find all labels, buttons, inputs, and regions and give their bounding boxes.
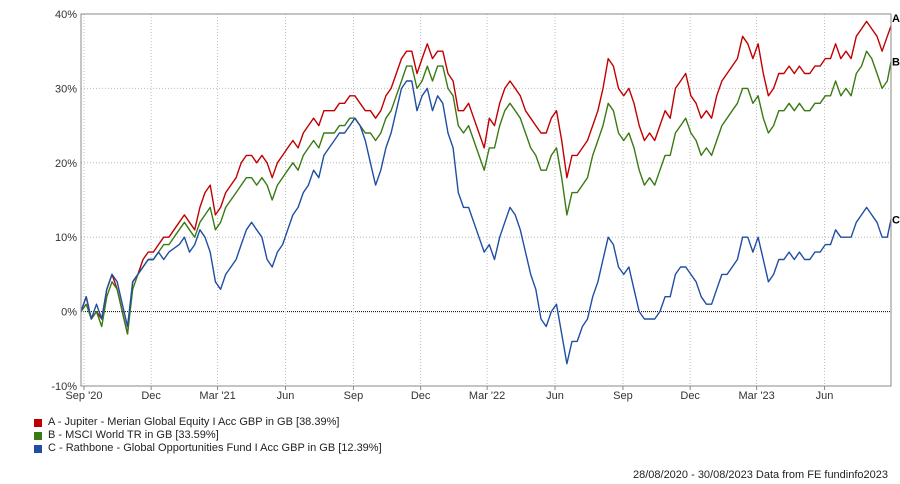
legend-entry-b: B - MSCI World TR in GB [33.59%] — [34, 429, 382, 442]
legend-entry-c: C - Rathbone - Global Opportunities Fund… — [34, 442, 382, 455]
x-axis: Sep '20 Dec Mar '21 Jun Sep Dec Mar '22 Jun Sep D… — [65, 386, 833, 402]
y-axis: -10% 0% 10% 20% 30% 40% — [51, 9, 77, 393]
x-tick-label: Mar '21 — [199, 390, 235, 402]
series-line-b — [80, 50, 892, 335]
series-end-label-c: C — [892, 214, 900, 226]
series-end-label-b: B — [892, 57, 900, 69]
plot-frame — [80, 13, 892, 387]
series-line-c — [80, 80, 892, 365]
end-labels: A B C — [892, 13, 900, 226]
x-tick-label: Dec — [680, 390, 700, 402]
y-tick-label: 10% — [55, 232, 77, 244]
x-tick-label: Mar '23 — [738, 390, 774, 402]
x-tick-label: Sep — [613, 390, 633, 402]
x-tick-label: Mar '22 — [469, 390, 505, 402]
x-tick-label: Jun — [546, 390, 564, 402]
y-tick-label: 40% — [55, 9, 77, 21]
x-tick-label: Jun — [816, 390, 834, 402]
legend-label: A - Jupiter - Merian Global Equity I Acc… — [48, 416, 340, 428]
legend-entry-a: A - Jupiter - Merian Global Equity I Acc… — [34, 416, 382, 429]
legend-label: C - Rathbone - Global Opportunities Fund… — [48, 442, 382, 454]
y-tick-label: 20% — [55, 158, 77, 170]
series-line-a — [80, 20, 892, 335]
legend-swatch — [34, 431, 42, 440]
legend-label: B - MSCI World TR in GB [33.59%] — [48, 429, 219, 441]
legend-swatch — [34, 444, 42, 453]
x-tick-label: Dec — [411, 390, 431, 402]
line-chart: -10%0%10%20%30%40% Sep '20 Dec Mar '21 Jun S… — [51, 9, 900, 402]
y-tick-label: 30% — [55, 83, 77, 95]
y-tick-label: -10% — [51, 381, 77, 393]
x-tick-label: Jun — [277, 390, 295, 402]
legend: A - Jupiter - Merian Global Equity I Acc… — [34, 416, 382, 455]
series-end-label-a: A — [892, 13, 900, 25]
grid-lines — [81, 14, 891, 386]
footer-date-range: 28/08/2020 - 30/08/2023 Data from FE fun… — [632, 469, 888, 481]
x-tick-label: Sep — [344, 390, 364, 402]
y-tick-label: 0% — [61, 307, 77, 319]
legend-swatch — [34, 418, 42, 427]
x-tick-label: Dec — [141, 390, 161, 402]
x-tick-label: Sep '20 — [65, 390, 102, 402]
series-lines — [80, 20, 892, 365]
